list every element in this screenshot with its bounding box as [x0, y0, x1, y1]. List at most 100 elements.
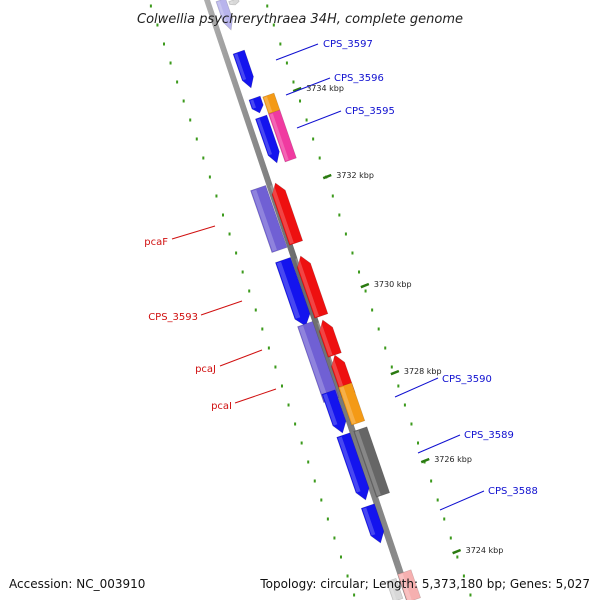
accession-label: Accession: [9, 577, 73, 591]
left-guide-dot [287, 403, 290, 407]
right-guide-dot [436, 498, 439, 502]
right-guide-dot [390, 365, 393, 369]
left-guide-dot [346, 574, 349, 578]
gene-blue-block [248, 95, 264, 114]
left-guide-dot [189, 118, 192, 122]
gene-blue-block [255, 114, 280, 164]
genes-label: Genes: [509, 577, 552, 591]
left-guide-dot [169, 61, 172, 65]
gene-purple-block [250, 185, 288, 253]
tick-mark [420, 457, 430, 464]
right-guide-dot [344, 232, 347, 236]
right-guide-dot [384, 346, 387, 350]
right-guide-dot [397, 384, 400, 388]
gene-blue-block [321, 389, 347, 434]
gene-highlight [234, 53, 247, 81]
gene-label: pcaI [211, 401, 232, 412]
topology-label: Topology: [260, 577, 317, 591]
left-guide-dot [280, 384, 283, 388]
gene-light-red-block [397, 569, 421, 600]
gene-highlight [298, 325, 329, 402]
tick-label: 3728 kbp [404, 367, 442, 376]
left-guide-dot [307, 460, 310, 464]
tick-mark [452, 548, 462, 555]
topology-value: circular [320, 577, 365, 591]
gene-light-purple-block [215, 0, 233, 31]
left-guide-dot [267, 346, 270, 350]
tick-marks [292, 86, 462, 555]
gene-highlight [338, 436, 361, 493]
right-guide-dot [449, 536, 452, 540]
left-guide-dot [248, 289, 251, 293]
gene-light-gray-block [386, 578, 404, 600]
left-guide-dot [254, 308, 257, 312]
gene-label: CPS_3597 [323, 39, 373, 50]
tick-label: 3732 kbp [336, 171, 374, 180]
right-guide-dot [364, 289, 367, 293]
gene-highlight [276, 261, 301, 319]
gene-highlight [251, 189, 277, 252]
left-guide-dot [326, 517, 329, 521]
gene-highlight [263, 96, 273, 113]
gene-label: CPS_3595 [345, 106, 395, 117]
right-guide-dot [292, 80, 295, 84]
right-guide-dot [462, 574, 465, 578]
tick-label: 3730 kbp [374, 280, 412, 289]
gene-red-block [318, 319, 342, 358]
label-leader-line [417, 434, 461, 454]
right-guide-dot [371, 308, 374, 312]
left-guide-dot [274, 365, 277, 369]
right-guide-dot [456, 555, 459, 559]
gene-highlight [217, 1, 227, 22]
left-guide-dot [333, 536, 336, 540]
left-guide-dot [241, 270, 244, 274]
right-guide-dot [469, 593, 472, 597]
gene-highlight [354, 430, 381, 496]
right-guide-dot [443, 517, 446, 521]
gene-blue-block [232, 49, 254, 89]
tick-mark [360, 282, 370, 289]
right-guide-dot [338, 213, 341, 217]
gene-label: CPS_3588 [488, 486, 538, 497]
right-guide-dot [358, 270, 361, 274]
gene-label: pcaF [144, 237, 168, 248]
gene-labels: 3734 kbp 3732 kbp 3730 kbp 3728 kbp 3726 kbp… [144, 39, 538, 555]
right-guide-dot [410, 422, 413, 426]
right-guide-dot [430, 479, 433, 483]
tick-mark [292, 86, 302, 93]
tick-label: 3726 kbp [434, 455, 472, 464]
left-guide-dot [294, 422, 297, 426]
label-leader-line [439, 490, 485, 511]
left-guide-dot [176, 80, 179, 84]
left-guide-dot [215, 194, 218, 198]
gene-highlight [362, 507, 376, 536]
left-guide-dot [320, 498, 323, 502]
tick-label: 3724 kbp [466, 546, 504, 555]
right-guide-dot [299, 99, 302, 103]
gene-highlight [250, 99, 256, 109]
gene-highlight [269, 113, 289, 161]
gene-label: pcaJ [195, 364, 216, 375]
left-guide-dot [195, 137, 198, 141]
right-guide-dot [403, 403, 406, 407]
gene-blue-block [336, 432, 370, 501]
gene-light-gray-block [228, 0, 240, 6]
gene-purple-block [297, 321, 340, 403]
label-leader-line [171, 225, 216, 240]
gene-highlight [270, 184, 294, 244]
left-guide-dot [221, 213, 224, 217]
gene-highlight [387, 581, 397, 600]
gene-highlight [317, 321, 333, 356]
gene-red-block [296, 255, 329, 319]
label-leader-line [394, 377, 439, 398]
left-guide-dot [162, 42, 165, 46]
left-guide-dot [300, 441, 303, 445]
gene-features [215, 0, 421, 600]
right-guide-dot [279, 42, 282, 46]
tick-mark [322, 173, 332, 180]
length-value: 5,373,180 bp [421, 577, 502, 591]
gene-gray-block [353, 426, 391, 498]
left-guide-dot [156, 23, 159, 27]
